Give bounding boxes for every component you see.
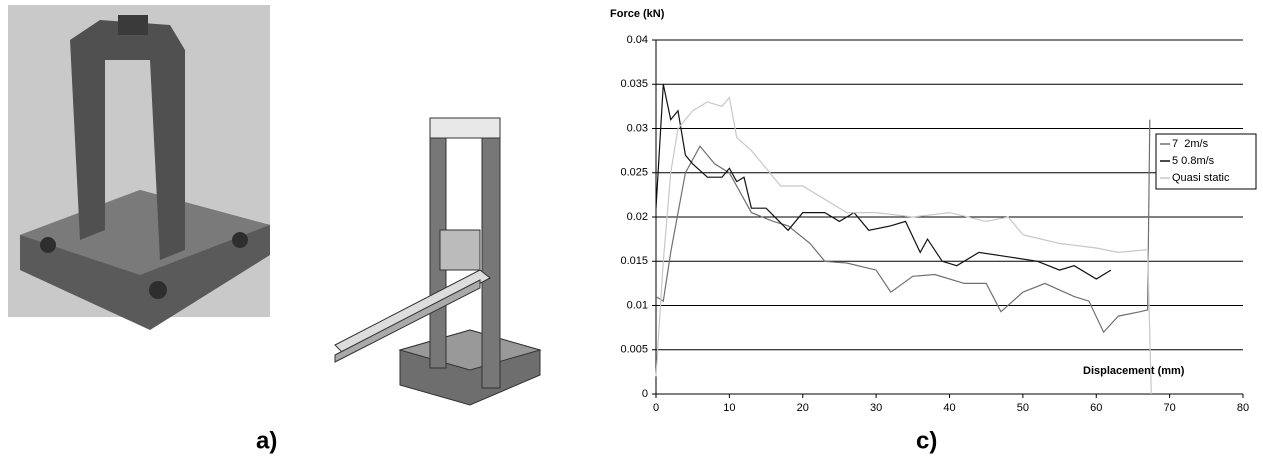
y-tick-label: 0 bbox=[642, 388, 648, 400]
cad-drawing bbox=[335, 118, 540, 405]
x-axis-title: Displacement (mm) bbox=[1083, 365, 1185, 377]
panel-label: a) bbox=[256, 427, 277, 454]
x-tick-label: 70 bbox=[1164, 402, 1176, 414]
x-tick-label: 30 bbox=[870, 402, 882, 414]
y-tick-label: 0.03 bbox=[627, 122, 648, 134]
x-tick-label: 20 bbox=[797, 402, 809, 414]
y-tick-label: 0.01 bbox=[627, 299, 648, 311]
y-tick-label: 0.015 bbox=[620, 255, 648, 267]
legend-label: Quasi static bbox=[1172, 172, 1230, 184]
series-line bbox=[656, 120, 1150, 333]
legend-label: 5 0.8m/s bbox=[1172, 155, 1215, 167]
y-tick-label: 0.005 bbox=[620, 344, 648, 356]
y-tick-label: 0.04 bbox=[627, 34, 648, 46]
x-tick-label: 10 bbox=[723, 402, 735, 414]
plot: 0 0.005 0.01 0.015 0.02 0.025 0.03 0.035 0.04 0 10… bbox=[620, 34, 1256, 414]
series-line bbox=[656, 84, 1111, 279]
y-tick-label: 0.035 bbox=[620, 78, 648, 90]
x-tick-label: 40 bbox=[943, 402, 955, 414]
figure: a) c) Force (kN) Displacement (mm) 0 0.00… bbox=[0, 0, 1263, 467]
legend-label: 7 2m/s bbox=[1172, 138, 1209, 150]
x-tick-label: 50 bbox=[1017, 402, 1029, 414]
y-tick-label: 0.02 bbox=[627, 211, 648, 223]
x-tick-label: 60 bbox=[1090, 402, 1102, 414]
x-tick-label: 0 bbox=[653, 402, 659, 414]
photo bbox=[8, 5, 270, 330]
y-tick-label: 0.025 bbox=[620, 167, 648, 179]
y-axis-title: Force (kN) bbox=[610, 8, 665, 20]
panel-label: c) bbox=[916, 427, 937, 454]
x-tick-label: 80 bbox=[1237, 402, 1249, 414]
